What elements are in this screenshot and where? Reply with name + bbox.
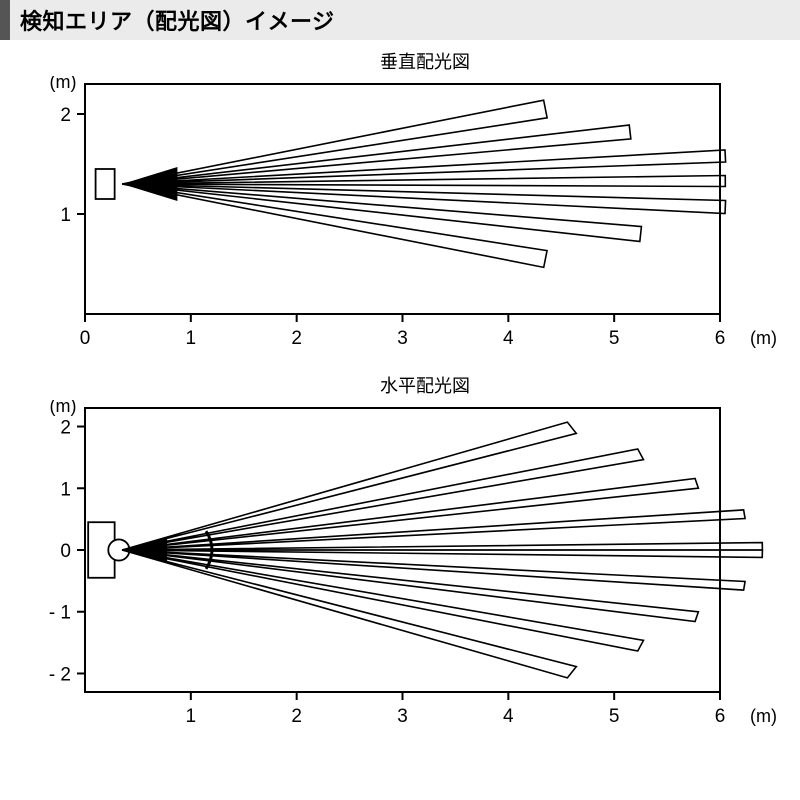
diagrams-container: 垂直配光図 (m) 1 2 0 1 2 3 4 5 6 (m) 水平配光図 (m) - 2 - 1 0 1 2…: [0, 40, 800, 750]
vertical-diagram-block: 垂直配光図 (m) 1 2 0 1 2 3 4 5 6 (m): [20, 48, 780, 366]
header-title: 検知エリア（配光図）イメージ: [20, 4, 335, 36]
svg-text:(m): (m): [750, 706, 777, 726]
vertical-diagram-title: 垂直配光図: [70, 48, 780, 74]
horizontal-diagram-block: 水平配光図 (m) - 2 - 1 0 1 2 1 2 3 4 5 6 (m): [20, 372, 780, 750]
svg-text:1: 1: [60, 205, 71, 226]
svg-text:5: 5: [609, 706, 620, 727]
svg-text:(m): (m): [50, 76, 77, 92]
svg-text:- 2: - 2: [49, 664, 71, 685]
svg-text:5: 5: [609, 328, 620, 349]
svg-text:6: 6: [715, 706, 726, 727]
svg-text:3: 3: [397, 706, 408, 727]
svg-text:0: 0: [80, 328, 91, 349]
svg-text:1: 1: [60, 479, 71, 500]
svg-text:4: 4: [503, 706, 514, 727]
horizontal-diagram-title: 水平配光図: [70, 372, 780, 398]
svg-text:(m): (m): [50, 400, 77, 416]
vertical-diagram-svg: (m) 1 2 0 1 2 3 4 5 6 (m): [20, 76, 780, 366]
header-accent-bar: [0, 0, 10, 40]
svg-text:2: 2: [60, 418, 71, 439]
svg-text:2: 2: [60, 105, 71, 126]
section-header: 検知エリア（配光図）イメージ: [0, 0, 800, 40]
svg-text:3: 3: [397, 328, 408, 349]
svg-text:(m): (m): [750, 328, 777, 348]
svg-text:4: 4: [503, 328, 514, 349]
svg-text:1: 1: [186, 328, 197, 349]
svg-text:2: 2: [291, 706, 302, 727]
svg-text:0: 0: [60, 541, 71, 562]
svg-text:2: 2: [291, 328, 302, 349]
horizontal-diagram-svg: (m) - 2 - 1 0 1 2 1 2 3 4 5 6 (m): [20, 400, 780, 750]
svg-text:- 1: - 1: [49, 603, 71, 624]
svg-text:1: 1: [186, 706, 197, 727]
svg-text:6: 6: [715, 328, 726, 349]
